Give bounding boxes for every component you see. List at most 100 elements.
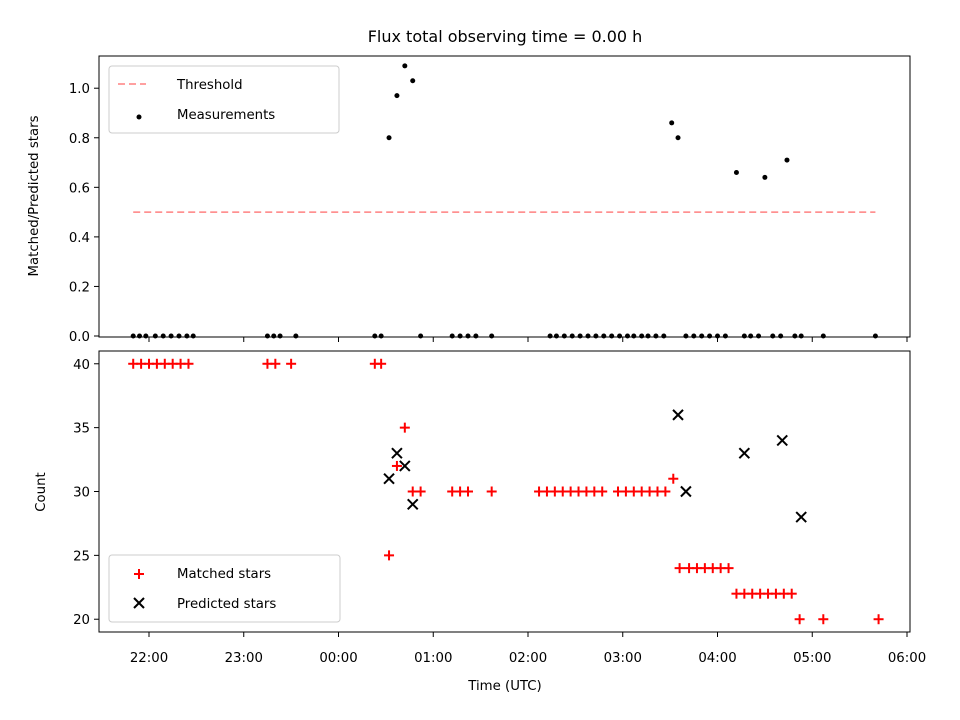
measurement-point [733, 169, 739, 175]
bottom-x-tick-label: 00:00 [319, 651, 357, 666]
bottom-chart-panel: 20 25 30 35 40 22:00 23:00 00:00 01:00 02:00 03:0… [34, 350, 926, 694]
matched-star-marker [818, 614, 829, 625]
measurement-point [669, 120, 675, 126]
legend-matched-swatch [134, 569, 144, 579]
measurement-point [449, 333, 455, 339]
top-y-tick-label: 0.8 [69, 132, 90, 147]
measurement-point [457, 333, 463, 339]
bottom-y-tick-label: 30 [73, 486, 90, 501]
measurement-point [675, 135, 681, 141]
measurement-point [645, 333, 651, 339]
measurement-point [741, 333, 747, 339]
measurement-point [394, 93, 400, 99]
measurement-point [639, 333, 645, 339]
predicted-star-marker [738, 447, 751, 459]
top-y-tick-label: 0.4 [69, 231, 90, 246]
measurement-point [661, 333, 667, 339]
legend-measurements-label: Measurements [177, 108, 275, 123]
predicted-star-marker [383, 473, 395, 485]
matched-star-marker [384, 550, 395, 561]
predicted-star-marker [776, 434, 788, 447]
measurement-point [585, 333, 591, 339]
measurement-point [561, 333, 567, 339]
measurement-point [820, 333, 826, 339]
top-plot-frame [98, 55, 911, 338]
measurement-point [410, 78, 416, 84]
measurement-point [653, 333, 659, 339]
measurement-point [489, 333, 495, 339]
bottom-x-tick-label: 04:00 [698, 651, 736, 666]
measurement-point [748, 333, 754, 339]
top-y-axis-label: Matched/Predicted stars [27, 115, 42, 276]
measurement-point [715, 333, 720, 339]
measurement-point [593, 333, 599, 339]
measurement-point [168, 333, 174, 339]
measurement-point [784, 157, 790, 163]
bottom-y-tick-label: 25 [73, 549, 90, 564]
measurement-point [553, 333, 559, 339]
legend-measurement-swatch [136, 114, 142, 120]
predicted-star-marker [399, 460, 411, 472]
matched-star-marker [660, 486, 671, 497]
measurement-point [601, 333, 607, 339]
measurement-point [770, 333, 776, 339]
matched-star-marker [376, 358, 387, 369]
legend-predicted-label: Predicted stars [177, 597, 276, 612]
bottom-x-tick-label: 06:00 [888, 651, 926, 666]
legend-predicted-swatch [133, 597, 145, 609]
measurement-point [624, 333, 630, 339]
bottom-x-tick-label: 02:00 [509, 651, 547, 666]
measurement-point [699, 333, 705, 339]
measurement-point [271, 333, 277, 339]
bottom-legend: Matched stars Predicted stars [108, 554, 341, 623]
matched-star-marker [873, 614, 884, 625]
bottom-x-tick-label: 01:00 [414, 651, 452, 666]
predicted-star-marker [795, 511, 807, 523]
top-y-tick-label: 1.0 [69, 82, 90, 97]
legend-threshold-label: Threshold [176, 78, 243, 93]
measurement-point [683, 333, 689, 339]
predicted-star-marker [391, 447, 403, 459]
top-chart-title: Flux total observing time = 0.00 h [368, 27, 643, 46]
matched-star-marker [794, 614, 805, 625]
matched-star-marker [391, 460, 402, 471]
matched-star-marker [597, 486, 608, 497]
measurement-point [130, 333, 136, 339]
bottom-x-tick-label: 23:00 [225, 651, 263, 666]
measurement-point [473, 333, 479, 339]
matched-star-marker [183, 358, 194, 369]
measurement-point [176, 333, 182, 339]
top-y-tick-label: 0.6 [69, 181, 90, 196]
measurement-point [465, 333, 471, 339]
measurement-point [143, 333, 149, 339]
bottom-x-tick-label: 03:00 [604, 651, 642, 666]
measurement-point [402, 63, 408, 69]
measurement-point [386, 135, 392, 141]
top-legend-box [108, 65, 340, 134]
measurement-point [722, 333, 728, 339]
measurement-point [418, 333, 424, 339]
top-chart-panel: 0.0 0.2 0.4 0.6 0.8 1.0 Matched/Predicted sta… [27, 55, 911, 345]
measurement-points [130, 63, 878, 339]
measurement-point [293, 333, 299, 339]
measurement-point [707, 333, 713, 339]
measurement-point [264, 333, 270, 339]
measurement-point [372, 333, 378, 339]
bottom-legend-box [108, 554, 341, 623]
measurement-point [872, 333, 878, 339]
top-y-ticks: 0.0 0.2 0.4 0.6 0.8 1.0 [69, 82, 99, 345]
measurement-point [277, 333, 283, 339]
matched-star-marker [786, 588, 797, 599]
bottom-y-axis-label: Count [34, 472, 49, 512]
measurement-point [577, 333, 583, 339]
top-y-tick-label: 0.0 [69, 330, 90, 345]
predicted-star-marker [672, 409, 684, 421]
bottom-x-tick-label: 22:00 [130, 651, 168, 666]
matched-star-marker [486, 486, 497, 497]
measurement-point [547, 333, 553, 339]
measurement-point [756, 333, 762, 339]
matched-star-marker [674, 563, 685, 574]
bottom-y-tick-label: 20 [73, 613, 90, 628]
measurement-point [152, 333, 158, 339]
